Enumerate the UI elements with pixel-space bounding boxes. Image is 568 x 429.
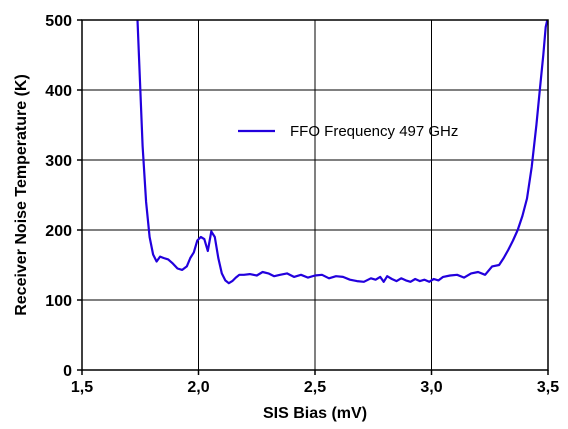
x-tick-label: 3,0 [420, 379, 442, 396]
x-tick-label: 2,5 [304, 379, 326, 396]
x-axis-title: SIS Bias (mV) [263, 405, 367, 422]
y-tick-labels: 0 100 200 300 400 500 [45, 13, 72, 380]
x-tick-labels: 1,5 2,0 2,5 3,0 3,5 [71, 379, 559, 396]
series-line [136, 19, 549, 285]
x-tick-label: 3,5 [537, 379, 559, 396]
y-axis-title: Receiver Noise Temperature (K) [13, 74, 30, 316]
axis-ticks [77, 19, 549, 375]
y-tick-label: 200 [45, 223, 72, 240]
legend-label: FFO Frequency 497 GHz [290, 123, 458, 140]
x-tick-label: 1,5 [71, 379, 93, 396]
legend: FFO Frequency 497 GHz [238, 123, 458, 140]
y-tick-label: 500 [45, 13, 72, 30]
y-tick-label: 0 [63, 363, 72, 380]
y-tick-label: 300 [45, 153, 72, 170]
y-tick-label: 400 [45, 83, 72, 100]
y-tick-label: 100 [45, 293, 72, 310]
grid-lines [82, 20, 548, 370]
series-layer [136, 19, 549, 285]
x-tick-label: 2,0 [187, 379, 209, 396]
